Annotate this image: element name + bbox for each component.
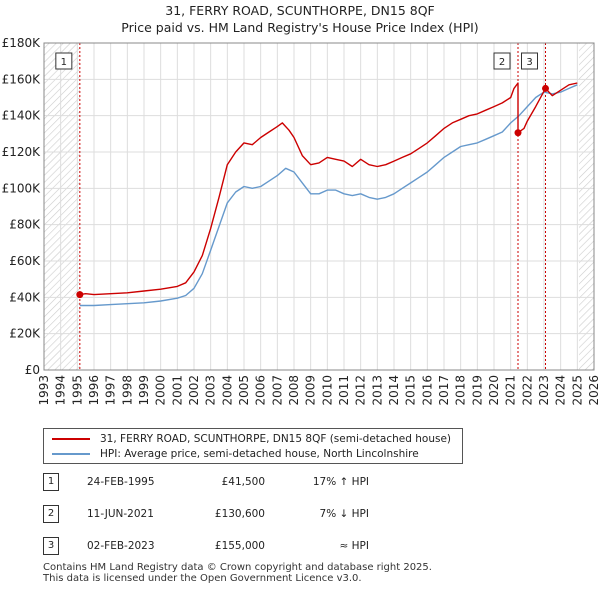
x-tick-label: 2002 [187,375,201,406]
x-tick-label: 2019 [470,375,484,406]
sale-point [76,291,84,299]
sale-date: 11-JUN-2021 [87,508,154,520]
x-tick-label: 1999 [137,375,151,406]
x-tick-label: 2001 [170,375,184,406]
title-subtitle: Price paid vs. HM Land Registry's House … [121,20,479,35]
x-tick-label: 2008 [287,375,301,406]
property-series-line [79,82,578,296]
sale-price: £130,600 [214,508,265,520]
sale-hpi-relation: 7% ↓ HPI [319,508,369,520]
sale-point [514,129,522,137]
y-tick-label: £180K [2,36,42,50]
legend-item-hpi: HPI: Average price, semi-detached house,… [52,447,419,461]
chart-title: 31, FERRY ROAD, SCUNTHORPE, DN15 8QF Pri… [0,2,600,36]
x-tick-label: 2024 [554,375,568,406]
x-tick-label: 2007 [270,375,284,406]
sale-date: 24-FEB-1995 [87,476,155,488]
x-tick-label: 2011 [337,375,351,406]
x-tick-label: 1995 [70,375,84,406]
footer-copyright: Contains HM Land Registry data © Crown c… [43,562,432,573]
x-tick-label: 2010 [320,375,334,406]
x-tick-label: 2009 [304,375,318,406]
sale-marker-label: 3 [526,57,532,68]
footer-licence: This data is licensed under the Open Gov… [43,573,362,584]
x-tick-label: 2006 [254,375,268,406]
title-address: 31, FERRY ROAD, SCUNTHORPE, DN15 8QF [165,3,435,18]
x-tick-label: 2026 [587,375,600,406]
x-tick-label: 2020 [487,375,501,406]
x-tick-label: 2012 [354,375,368,406]
legend-label-hpi: HPI: Average price, semi-detached house,… [100,448,419,460]
sale-marker-box [521,52,538,70]
legend-swatch-hpi [52,453,90,455]
sale-number: 2 [43,505,59,523]
sale-marker-box [55,52,73,70]
y-tick-label: £0 [25,363,40,377]
sale-number: 3 [43,537,59,555]
legend-swatch-property [52,438,90,440]
x-tick-label: 2013 [370,375,384,406]
x-tick-label: 2014 [387,375,401,406]
x-tick-label: 2021 [504,375,518,406]
y-tick-label: £60K [9,254,41,268]
x-tick-label: 2025 [570,375,584,406]
sale-hpi-relation: 17% ↑ HPI [312,476,369,488]
x-tick-label: 2016 [420,375,434,406]
x-tick-label: 2018 [454,375,468,406]
x-tick-label: 2015 [404,375,418,406]
legend-item-property: 31, FERRY ROAD, SCUNTHORPE, DN15 8QF (se… [52,432,451,446]
sale-point [542,84,549,92]
x-tick-label: 2017 [437,375,451,406]
hatched-region [579,43,594,370]
y-tick-label: £140K [2,109,42,123]
x-tick-label: 2000 [154,375,168,406]
y-tick-label: £80K [9,218,41,232]
x-tick-label: 2022 [520,375,534,406]
sale-date: 02-FEB-2023 [87,540,155,552]
y-tick-label: £40K [9,290,41,304]
y-tick-label: £120K [2,145,42,159]
x-tick-label: 1998 [120,375,134,406]
sale-price: £41,500 [221,476,265,488]
x-tick-label: 2005 [237,375,251,406]
x-tick-label: 1996 [87,375,101,406]
x-tick-label: 2004 [220,375,234,406]
sale-number: 1 [43,473,59,491]
y-tick-label: £20K [9,327,41,341]
sale-marker-label: 2 [499,57,505,68]
x-tick-label: 2003 [204,375,218,406]
x-tick-label: 2023 [537,375,551,406]
y-tick-label: £100K [2,181,42,195]
hpi-series-line [79,84,578,307]
footer-attribution: Contains HM Land Registry data © Crown c… [43,562,432,584]
plot-frame [43,42,595,371]
legend: 31, FERRY ROAD, SCUNTHORPE, DN15 8QF (se… [43,428,463,464]
hatched-region [44,43,80,370]
y-tick-label: £160K [2,72,42,86]
legend-label-property: 31, FERRY ROAD, SCUNTHORPE, DN15 8QF (se… [100,433,451,445]
sale-marker-box [493,52,511,70]
x-tick-label: 1997 [104,375,118,406]
sale-price: £155,000 [214,540,265,552]
price-chart: 1 2 3 £0 £20K £40K £60K £80K £100K £120K £140K £16… [2,36,600,406]
x-tick-label: 1993 [37,375,51,406]
x-tick-label: 1994 [54,375,68,406]
sale-marker-label: 1 [61,57,67,68]
sale-hpi-relation: ≈ HPI [339,540,369,552]
